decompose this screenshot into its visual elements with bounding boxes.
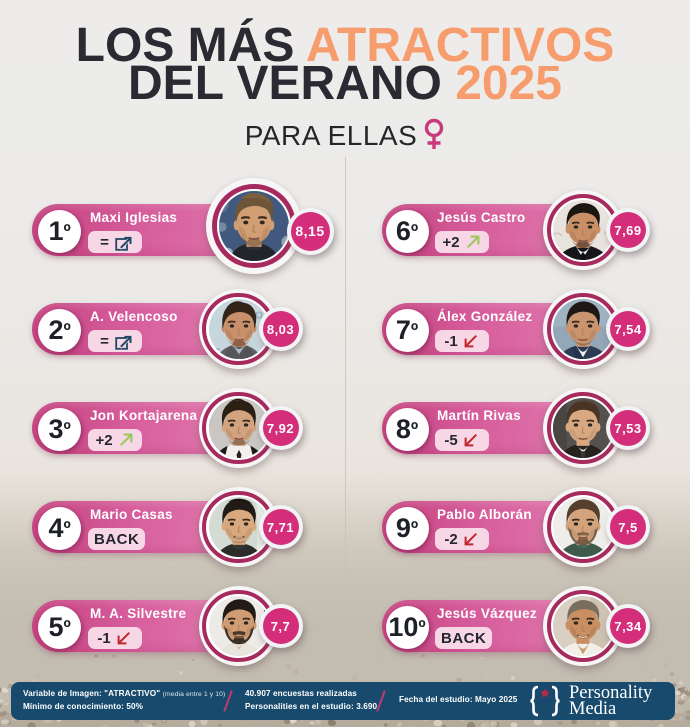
svg-text:GC: GC [209,347,220,359]
svg-text:G: G [209,303,213,315]
svg-text:CT: CT [209,419,212,428]
svg-text:O: O [255,310,263,321]
svg-text:C: C [258,351,265,359]
